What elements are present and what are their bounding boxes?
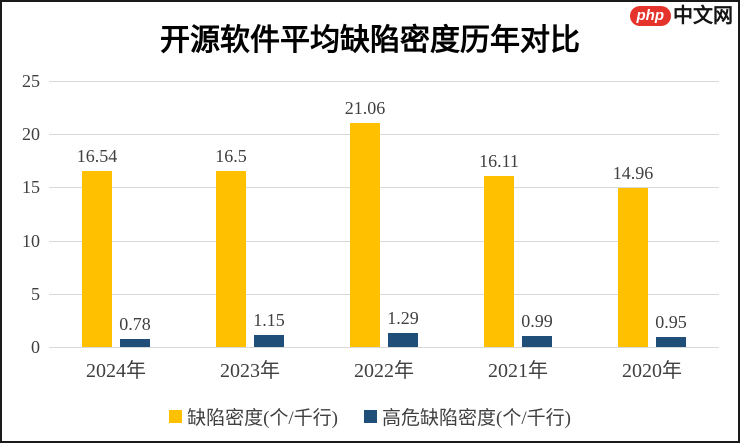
x-axis-label-2024年: 2024年 bbox=[86, 360, 146, 382]
bar-series1-2021年 bbox=[522, 336, 552, 347]
bar-series0-2021年 bbox=[484, 176, 514, 347]
y-axis-tick-20: 20 bbox=[22, 124, 40, 145]
legend: 缺陷密度(个/千行) 高危缺陷密度(个/千行) bbox=[2, 403, 738, 430]
value-label-series1-2024年: 0.78 bbox=[119, 314, 151, 334]
bar-series1-2020年 bbox=[656, 337, 686, 347]
value-label-series0-2022年: 21.06 bbox=[344, 98, 386, 118]
legend-item-defect-density: 缺陷密度(个/千行) bbox=[169, 403, 338, 430]
legend-swatch-high-risk-density bbox=[364, 410, 377, 423]
y-axis-tick-5: 5 bbox=[31, 283, 40, 304]
gridline-y5 bbox=[49, 293, 719, 295]
y-axis-tick-0: 0 bbox=[31, 337, 40, 357]
value-label-series1-2021年: 0.99 bbox=[521, 311, 553, 331]
gridline-y20 bbox=[49, 134, 719, 136]
php-logo-badge: php bbox=[629, 6, 671, 26]
legend-label-defect-density: 缺陷密度(个/千行) bbox=[187, 408, 338, 429]
bar-series1-2023年 bbox=[254, 335, 284, 347]
site-logo-text: 中文网 bbox=[673, 5, 733, 27]
bar-series0-2020年 bbox=[618, 188, 648, 347]
chart-title: 开源软件平均缺陷密度历年对比 bbox=[160, 24, 580, 57]
gridline-y25 bbox=[49, 81, 719, 82]
bar-series0-2023年 bbox=[216, 171, 246, 347]
x-axis-label-2023年: 2023年 bbox=[220, 360, 280, 382]
site-logo: php 中文网 bbox=[629, 5, 733, 27]
x-axis-label-2022年: 2022年 bbox=[354, 360, 414, 382]
legend-item-high-risk-density: 高危缺陷密度(个/千行) bbox=[364, 403, 571, 430]
bar-series1-2024年 bbox=[120, 339, 150, 347]
gridline-y10 bbox=[49, 240, 719, 242]
bar-series1-2022年 bbox=[388, 333, 418, 347]
y-axis-tick-15: 15 bbox=[22, 177, 40, 198]
y-axis-tick-25: 25 bbox=[22, 71, 40, 91]
bar-series0-2022年 bbox=[350, 123, 380, 347]
y-axis-tick-10: 10 bbox=[22, 230, 40, 251]
value-label-series0-2023年: 16.5 bbox=[215, 146, 247, 166]
value-label-series1-2023年: 1.15 bbox=[253, 310, 285, 330]
value-label-series1-2020年: 0.95 bbox=[655, 312, 687, 332]
x-axis-label-2020年: 2020年 bbox=[622, 360, 682, 382]
legend-swatch-defect-density bbox=[169, 410, 183, 423]
legend-label-high-risk-density: 高危缺陷密度(个/千行) bbox=[382, 408, 571, 429]
value-label-series0-2021年: 16.11 bbox=[479, 151, 519, 171]
bar-series0-2024年 bbox=[82, 171, 112, 347]
gridline-y0 bbox=[49, 347, 719, 348]
gridline-y15 bbox=[49, 187, 719, 189]
value-label-series0-2020年: 14.96 bbox=[612, 163, 654, 183]
x-axis-label-2021年: 2021年 bbox=[488, 360, 548, 382]
value-label-series0-2024年: 16.54 bbox=[76, 146, 118, 166]
value-label-series1-2022年: 1.29 bbox=[387, 308, 419, 328]
